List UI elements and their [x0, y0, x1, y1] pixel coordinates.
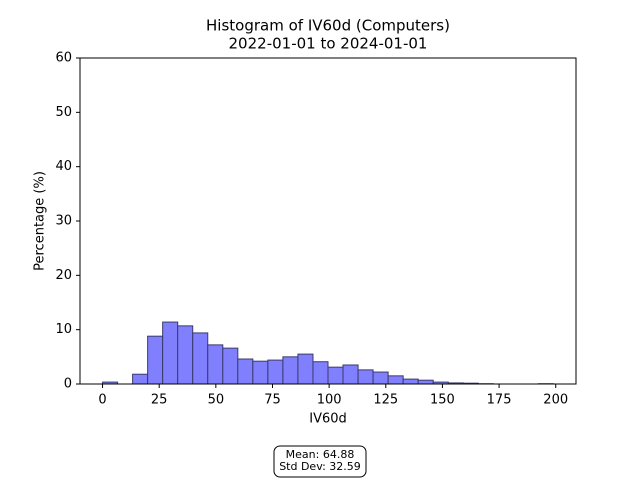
x-tick-label: 25	[151, 393, 168, 408]
y-tick-label: 40	[55, 159, 72, 174]
plot-frame	[79, 57, 577, 385]
bar	[312, 361, 329, 385]
bar	[132, 373, 149, 385]
bar	[357, 369, 374, 385]
y-tick-label: 30	[55, 214, 72, 229]
y-tick-label: 0	[64, 377, 72, 392]
bar	[177, 325, 194, 385]
y-tick-label: 10	[55, 322, 72, 337]
bar	[417, 379, 434, 385]
stats-mean: Mean: 64.88	[286, 448, 355, 461]
y-tick-label: 20	[55, 268, 72, 283]
bar	[327, 366, 344, 385]
x-axis-label: IV60d	[309, 412, 347, 427]
bar	[162, 321, 179, 385]
y-axis-label: Percentage (%)	[33, 171, 48, 271]
bar	[282, 356, 299, 385]
bar	[147, 335, 164, 385]
chart-subtitle: 2022-01-01 to 2024-01-01	[229, 35, 428, 53]
stats-box	[273, 445, 367, 478]
y-tick-label: 60	[55, 51, 72, 66]
bar	[237, 358, 254, 385]
bar	[192, 332, 209, 385]
x-tick-label: 75	[264, 393, 281, 408]
chart-title: Histogram of IV60d (Computers)	[206, 17, 450, 35]
stats-std: Std Dev: 32.59	[279, 460, 361, 473]
x-tick-label: 50	[208, 393, 225, 408]
bar	[207, 344, 224, 385]
x-tick-label: 0	[98, 393, 106, 408]
bar	[252, 360, 269, 385]
x-tick-label: 125	[373, 393, 398, 408]
bar	[297, 353, 314, 385]
bar	[342, 364, 359, 385]
x-tick-label: 175	[487, 393, 512, 408]
x-tick-label: 150	[430, 393, 455, 408]
bar	[387, 375, 404, 385]
x-tick-label: 200	[543, 393, 568, 408]
bar	[267, 359, 284, 385]
bar	[402, 378, 419, 385]
y-tick-label: 50	[55, 105, 72, 120]
bar	[222, 347, 239, 385]
x-tick-label: 100	[317, 393, 342, 408]
bar	[372, 371, 389, 385]
